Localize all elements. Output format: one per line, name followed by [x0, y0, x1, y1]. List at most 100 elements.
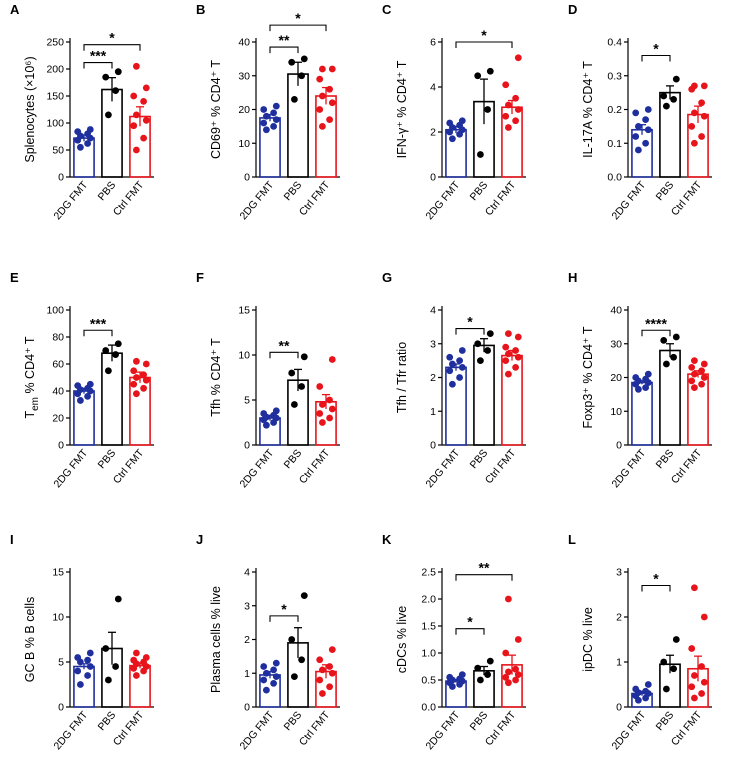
- data-point: [328, 646, 336, 654]
- y-axis-label: Tem % CD4⁺ T: [23, 336, 41, 418]
- data-point: [644, 126, 652, 134]
- significance-bracket: [455, 328, 485, 335]
- panel-letter: D: [568, 2, 577, 17]
- data-point: [270, 679, 277, 687]
- data-point: [133, 649, 140, 657]
- data-point: [642, 375, 649, 383]
- significance-label: **: [479, 560, 490, 576]
- significance-label: *: [109, 30, 115, 46]
- data-point: [477, 151, 484, 158]
- data-point: [700, 678, 708, 686]
- y-axis-label: Tfh / Tfr ratio: [395, 342, 409, 413]
- y-tick-label: 80: [52, 332, 64, 344]
- data-point: [319, 666, 326, 674]
- significance-bracket: [83, 44, 141, 51]
- x-tick-label: Ctrl FMT: [669, 709, 705, 748]
- x-tick-label: PBS: [282, 179, 305, 203]
- data-point: [505, 330, 512, 338]
- data-point: [512, 363, 519, 371]
- x-tick-label: PBS: [654, 447, 677, 471]
- data-point: [700, 374, 708, 381]
- data-point: [316, 656, 324, 664]
- data-point: [458, 117, 466, 125]
- y-tick-label: 100: [46, 118, 64, 130]
- y-tick-label: 3: [616, 567, 622, 579]
- y-tick-label: 150: [46, 91, 64, 103]
- data-point: [272, 659, 280, 667]
- data-point: [133, 672, 140, 679]
- y-axis-label: Foxp3⁺ % CD4⁺ T: [581, 326, 595, 428]
- data-point: [300, 353, 308, 361]
- data-point: [114, 68, 122, 76]
- data-point: [635, 385, 642, 393]
- data-point: [260, 410, 268, 417]
- bar: [287, 73, 309, 178]
- significance-label: **: [279, 32, 290, 48]
- data-point: [298, 383, 305, 390]
- panel-e: E Tem % CD4⁺ T 0 20 40 60 80 100 2DG FMT PBSCtrl …: [10, 270, 154, 490]
- y-tick-label: 100: [46, 305, 64, 317]
- data-point: [74, 654, 82, 661]
- data-point: [644, 370, 652, 378]
- y-tick-label: 60: [52, 359, 64, 371]
- y-axis-label: cDCs % live: [395, 606, 409, 673]
- data-point: [446, 353, 454, 361]
- significance-label: *: [481, 27, 487, 43]
- data-point: [632, 133, 640, 140]
- data-point: [114, 595, 122, 603]
- y-tick-label: 20: [610, 372, 622, 384]
- x-tick-label: PBS: [654, 179, 677, 203]
- y-tick-label: 40: [238, 37, 250, 49]
- data-point: [319, 122, 326, 130]
- y-tick-label: 4: [430, 82, 436, 94]
- data-point: [672, 333, 680, 341]
- data-point: [316, 383, 324, 390]
- data-point: [112, 351, 119, 358]
- data-point: [691, 694, 698, 702]
- significance-label: ***: [90, 48, 107, 64]
- data-point: [74, 667, 82, 675]
- x-tick-label: Ctrl FMT: [669, 447, 705, 486]
- x-tick-label: PBS: [468, 179, 491, 203]
- y-tick-label: 50: [52, 145, 64, 157]
- data-point: [512, 117, 519, 125]
- data-point: [86, 126, 94, 133]
- y-tick-label: 5: [58, 657, 64, 669]
- data-point: [663, 102, 670, 110]
- data-point: [477, 676, 484, 684]
- data-point: [484, 671, 491, 678]
- data-point: [140, 98, 148, 105]
- y-tick-label: 4: [244, 567, 250, 579]
- significance-label: ***: [90, 315, 107, 331]
- y-tick-label: 1: [430, 406, 436, 418]
- x-tick-label: Ctrl FMT: [111, 709, 147, 748]
- data-point: [133, 374, 140, 381]
- data-point: [700, 82, 708, 90]
- data-point: [270, 122, 277, 130]
- y-tick-label: 0: [616, 702, 622, 714]
- y-tick-label: 0.3: [607, 70, 622, 82]
- data-point: [700, 613, 708, 621]
- y-tick-label: 3: [244, 600, 250, 612]
- data-point: [446, 367, 454, 375]
- data-point: [272, 407, 280, 415]
- x-tick-label: Ctrl FMT: [297, 179, 333, 218]
- data-point: [142, 654, 150, 661]
- significance-bracket: [269, 46, 299, 54]
- data-point: [514, 671, 522, 678]
- bar: [101, 352, 123, 446]
- data-point: [512, 94, 519, 102]
- x-tick-label: PBS: [468, 709, 491, 733]
- data-point: [505, 595, 512, 603]
- data-point: [691, 384, 698, 392]
- data-point: [86, 649, 94, 657]
- y-axis-label: ipDC % live: [581, 607, 595, 672]
- data-point: [691, 109, 698, 117]
- data-point: [688, 122, 696, 130]
- data-point: [319, 65, 326, 73]
- y-tick-label: 0.0: [607, 172, 622, 184]
- data-point: [449, 360, 456, 368]
- data-point: [484, 347, 491, 354]
